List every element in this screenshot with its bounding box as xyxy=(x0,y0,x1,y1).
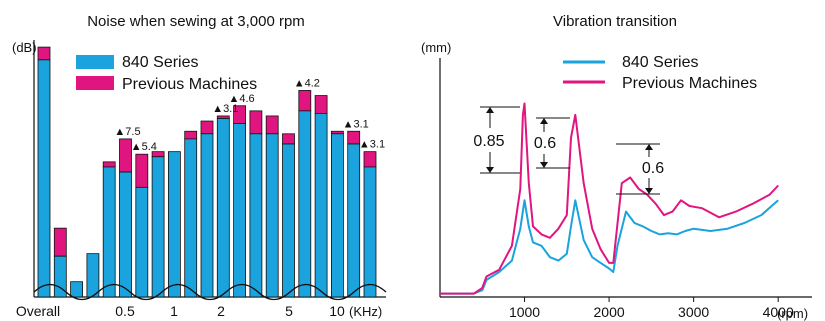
noise-annotations: ▲7.5▲5.4▲3.1▲4.6▲4.2▲3.1▲3.1 xyxy=(114,77,385,153)
noise-bar-840 xyxy=(86,253,100,298)
vibration-x-tick-label: 2000 xyxy=(594,304,625,320)
noise-bar-previous xyxy=(184,130,198,140)
annotation-0.6-a: 0.6 xyxy=(534,135,556,152)
noise-bar-840 xyxy=(167,151,181,298)
noise-chart-title: Noise when sewing at 3,000 rpm xyxy=(87,13,305,30)
noise-bar-840 xyxy=(216,118,230,298)
annotation-0.6-b: 0.6 xyxy=(642,160,664,177)
noise-bar-840 xyxy=(37,59,51,298)
vibration-annotation-2: 0.6 xyxy=(534,117,570,169)
legend-swatch-previous xyxy=(76,76,114,90)
vibration-legend-840: 840 Series xyxy=(622,54,699,71)
noise-bar-840 xyxy=(151,156,165,298)
noise-bar-840 xyxy=(119,171,132,298)
vibration-legend-previous: Previous Machines xyxy=(622,75,757,92)
noise-x-tick-5: 5 xyxy=(285,303,293,319)
vibration-annotation-3: 0.6 xyxy=(616,143,664,195)
noise-bar-previous xyxy=(347,130,361,145)
vibration-x-tick-label: 4000 xyxy=(763,304,794,320)
noise-bar-previous xyxy=(298,90,312,112)
noise-bar-840 xyxy=(363,166,377,298)
vibration-annotation-1: 0.85 xyxy=(473,106,520,174)
noise-bar-840 xyxy=(200,133,214,298)
noise-chart: Noise when sewing at 3,000 rpm (dB) ▲7.5… xyxy=(12,13,387,319)
noise-reduction-label: ▲7.5 xyxy=(114,126,140,138)
noise-x-tick-1: 1 xyxy=(170,303,178,319)
vibration-line-840 xyxy=(440,199,779,295)
noise-reduction-label: ▲4.2 xyxy=(294,77,320,89)
noise-x-tick-2: 2 xyxy=(217,303,225,319)
noise-x-tick-0.5: 0.5 xyxy=(115,303,135,319)
noise-bars xyxy=(37,46,377,298)
noise-x-tick-overall: Overall xyxy=(16,303,60,319)
vibration-lines xyxy=(440,102,779,295)
legend-swatch-840 xyxy=(76,55,114,69)
noise-legend-previous: Previous Machines xyxy=(122,76,257,93)
vibration-chart: Vibration transition (mm) 1000 2000 3000 40… xyxy=(421,13,812,321)
noise-reduction-label: ▲3.1 xyxy=(343,118,369,130)
noise-bar-previous xyxy=(265,115,279,135)
noise-x-axis-label: (KHz) xyxy=(349,304,382,319)
noise-bar-previous xyxy=(135,153,149,188)
noise-bar-840 xyxy=(249,133,263,298)
noise-bar-840 xyxy=(347,143,361,298)
noise-bar-previous xyxy=(282,133,295,145)
noise-bar-840 xyxy=(102,166,116,298)
vibration-x-tick-label: 3000 xyxy=(678,304,709,320)
noise-x-tick-10: 10 xyxy=(329,303,345,319)
noise-bar-840 xyxy=(184,138,198,298)
noise-bar-840 xyxy=(298,110,312,298)
noise-y-axis-label: (dB) xyxy=(12,40,37,55)
noise-reduction-label: ▲3.1 xyxy=(359,139,385,151)
vibration-x-tick-label: 1000 xyxy=(509,304,540,320)
noise-bar-previous xyxy=(37,46,51,61)
noise-bar-previous xyxy=(363,151,377,168)
noise-bar-previous xyxy=(314,95,328,114)
noise-bar-840 xyxy=(282,143,295,298)
noise-bar-840 xyxy=(135,186,149,298)
noise-bar-840 xyxy=(314,113,328,298)
vibration-chart-title: Vibration transition xyxy=(553,13,677,30)
noise-bar-previous xyxy=(200,120,214,135)
vibration-x-ticks: 1000 2000 3000 4000 xyxy=(509,297,794,320)
noise-bar-840 xyxy=(265,133,279,298)
vibration-y-axis-label: (mm) xyxy=(421,40,451,55)
noise-reduction-label: ▲5.4 xyxy=(131,141,157,153)
axis-break-wave xyxy=(33,283,387,301)
noise-reduction-label: ▲4.6 xyxy=(229,93,255,105)
noise-bar-previous xyxy=(119,138,132,173)
noise-bar-previous xyxy=(249,110,263,135)
vibration-x-axis-label: (rpm) xyxy=(777,306,808,321)
noise-bar-840 xyxy=(233,123,247,298)
noise-reduction-label: ▲3.1 xyxy=(212,103,238,115)
vibration-line-previous xyxy=(440,102,779,295)
noise-legend-840: 840 Series xyxy=(122,54,199,71)
noise-bar-previous xyxy=(53,227,67,257)
noise-bar-840 xyxy=(330,133,344,298)
annotation-0.85: 0.85 xyxy=(473,133,504,150)
noise-bar-previous xyxy=(102,161,116,168)
noise-bar-840 xyxy=(70,281,83,298)
